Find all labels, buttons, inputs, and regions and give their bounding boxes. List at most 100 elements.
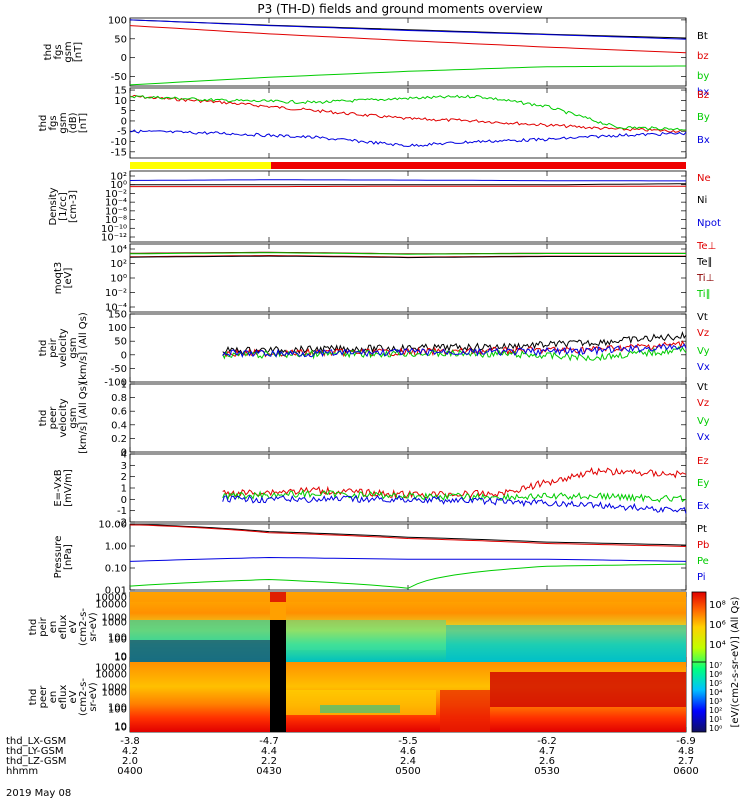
series-line-Te∥ xyxy=(129,255,686,259)
colorbar-tick: 10⁶ xyxy=(709,670,722,679)
time-axis-value: 0500 xyxy=(395,766,420,777)
y-axis-label: fgs xyxy=(53,44,64,59)
y-axis-label: [nT] xyxy=(73,42,84,62)
peer-spectrogram xyxy=(130,662,686,732)
y-axis-label: [mV/m] xyxy=(63,469,74,507)
y-tick-label: 10⁻¹² xyxy=(101,233,127,244)
time-axis-value: 4.7 xyxy=(539,746,555,757)
time-axis-value: -5.5 xyxy=(398,736,418,747)
figure-title: P3 (TH-D) fields and ground moments over… xyxy=(257,2,542,16)
legend-Vy: Vy xyxy=(697,346,710,357)
colorbar-tick: 10⁸ xyxy=(709,600,726,611)
y-tick-label: 1000 xyxy=(102,683,127,694)
y-axis-label: fgs xyxy=(48,115,59,130)
y-axis-label: gsm xyxy=(63,41,74,62)
series-line-Pb xyxy=(130,524,687,547)
status-bar-red xyxy=(271,162,686,169)
y-axis-label: E=-VxB xyxy=(53,469,64,506)
y-tick-label: 10⁻⁸ xyxy=(105,215,127,226)
y-tick-label: 10⁻² xyxy=(105,288,127,299)
y-tick-label: 10000 xyxy=(95,600,127,611)
series-line-Ex xyxy=(222,494,687,514)
series-line-Pe xyxy=(129,563,687,589)
y-axis-label: gsm xyxy=(58,112,69,133)
time-axis-value: 4.2 xyxy=(122,746,138,757)
series-line-Ti∥ xyxy=(129,252,686,255)
series-line-Ni xyxy=(130,183,686,186)
y-tick-label: 1000 xyxy=(102,618,127,629)
y-tick-label: 50 xyxy=(114,34,127,45)
legend-Bx: Bx xyxy=(697,135,710,146)
legend-Bt: Bt xyxy=(697,31,708,42)
legend-Vt: Vt xyxy=(697,382,708,393)
y-tick-label: 0 xyxy=(121,116,127,127)
legend-Ne: Ne xyxy=(697,173,711,184)
series-line-By xyxy=(129,94,687,131)
colorbar-tick: 10² xyxy=(709,706,722,715)
y-tick-label: 1 xyxy=(121,484,127,495)
y-tick-label: 100 xyxy=(108,705,127,716)
time-axis-value: -4.7 xyxy=(259,736,279,747)
legend-Vx: Vx xyxy=(697,432,710,443)
series-line-Ey xyxy=(222,489,687,503)
y-tick-label: 1000 xyxy=(102,688,127,699)
series-line-Pi xyxy=(129,556,687,562)
y-axis-label: [km/s] (All Qs) xyxy=(78,312,89,384)
legend-Bz: Bz xyxy=(697,90,709,101)
y-axis-label: eflux xyxy=(58,615,69,640)
y-tick-label: 10⁻⁴ xyxy=(105,303,127,314)
y-tick-label: 0 xyxy=(121,495,127,506)
y-tick-label: -50 xyxy=(111,364,127,375)
colorbar-tick: 10⁵ xyxy=(709,679,722,688)
y-tick-label: 100 xyxy=(108,635,127,646)
legend-bx: bx xyxy=(697,87,709,98)
y-tick-label: 10 xyxy=(114,723,127,734)
y-tick-label: 0.01 xyxy=(105,586,127,597)
y-tick-label: 0 xyxy=(121,350,127,361)
time-axis-value: 2.6 xyxy=(539,756,555,767)
legend-Ex: Ex xyxy=(697,501,709,512)
legend-Ni: Ni xyxy=(697,195,707,206)
series-line-Bz xyxy=(129,94,687,133)
y-tick-label: 50 xyxy=(114,337,127,348)
y-tick-label: 10⁻⁶ xyxy=(105,206,127,217)
y-axis-label: thd xyxy=(28,619,39,636)
legend-Npot: Npot xyxy=(697,218,721,229)
y-axis-label: peir xyxy=(48,337,59,357)
y-axis-label: (cm2-s- xyxy=(78,608,89,646)
time-axis-value: 2.4 xyxy=(400,756,416,767)
legend-Pi: Pi xyxy=(697,572,706,583)
y-tick-label: 10⁴ xyxy=(110,245,127,256)
y-axis-label: gsm xyxy=(68,337,79,358)
y-tick-label: -50 xyxy=(111,72,127,83)
y-axis-label: peer xyxy=(38,685,49,709)
y-axis-label: sr-eV) xyxy=(88,612,99,641)
legend-Pb: Pb xyxy=(697,540,709,551)
y-tick-label: 10 xyxy=(114,96,127,107)
legend-Pe: Pe xyxy=(697,556,709,567)
time-axis-value: 0600 xyxy=(673,766,698,777)
y-tick-label: 10⁻¹⁰ xyxy=(101,224,127,235)
panel-frame xyxy=(129,453,687,523)
series-line-Bx xyxy=(129,129,687,148)
y-tick-label: 10² xyxy=(110,172,127,183)
time-axis: thd_LX-GSM -3.8 -4.7 -5.5 -6.2 -6.9 thd_LY-GSM… xyxy=(6,736,699,777)
y-tick-label: 10000 xyxy=(95,670,127,681)
panel-frame xyxy=(129,523,687,591)
y-tick-label: 0 xyxy=(121,53,127,64)
y-tick-label: 10 xyxy=(114,722,127,733)
series-line-bx xyxy=(129,19,687,40)
legend-Vz: Vz xyxy=(697,398,709,409)
time-axis-value: -6.2 xyxy=(537,736,557,747)
y-axis-label: [nT] xyxy=(78,113,89,133)
y-tick-label: 10⁻² xyxy=(105,189,127,200)
time-axis-value: -6.9 xyxy=(676,736,696,747)
panel-frame xyxy=(129,313,687,383)
y-axis-label: eV xyxy=(68,620,79,633)
colorbar-tick: 10³ xyxy=(709,697,722,706)
y-tick-label: 10⁰ xyxy=(110,180,127,191)
y-axis-label: [km/s] (All Qs) xyxy=(78,382,89,454)
